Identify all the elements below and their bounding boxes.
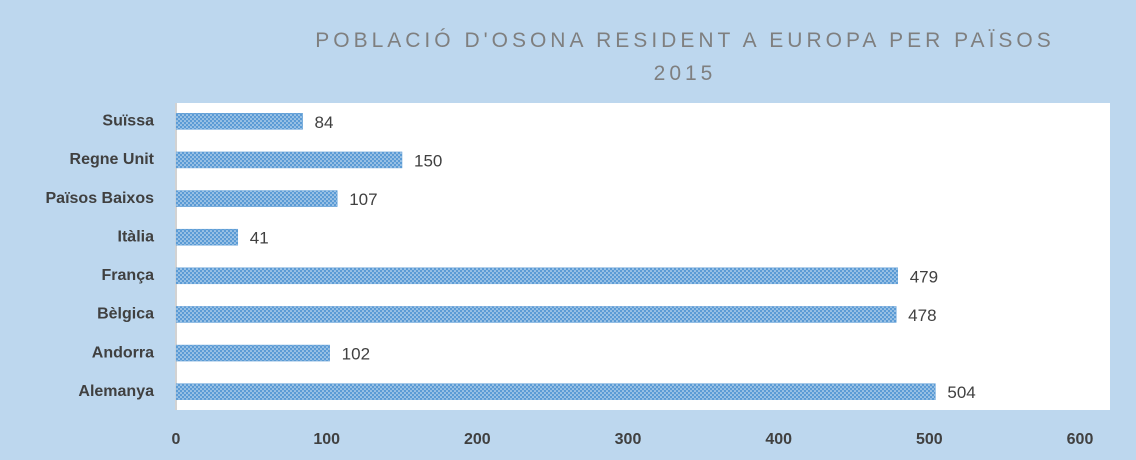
data-label: 41 xyxy=(250,229,269,248)
y-tick-label: Andorra xyxy=(92,344,154,361)
bar xyxy=(175,383,936,400)
bar xyxy=(175,113,303,130)
data-label: 504 xyxy=(947,383,975,402)
x-tick-label: 400 xyxy=(765,431,792,448)
data-label: 102 xyxy=(342,345,370,364)
y-tick-label: Bèlgica xyxy=(97,306,154,323)
x-tick-label: 200 xyxy=(464,431,491,448)
x-tick-label: 300 xyxy=(615,431,642,448)
data-label: 84 xyxy=(315,113,334,132)
bar xyxy=(175,151,403,169)
x-tick-label: 0 xyxy=(172,431,181,448)
y-tick-label: Regne Unit xyxy=(70,151,155,168)
bar xyxy=(175,190,338,207)
data-label: 478 xyxy=(908,306,936,325)
bar xyxy=(175,228,239,246)
data-label: 150 xyxy=(414,151,442,170)
x-tick-label: 600 xyxy=(1067,431,1094,448)
bar xyxy=(175,306,897,323)
x-tick-label: 500 xyxy=(916,431,943,448)
x-tick-label: 100 xyxy=(313,431,340,448)
y-tick-label: Itàlia xyxy=(118,228,155,245)
y-tick-label: Suïssa xyxy=(102,113,154,130)
y-tick-label: França xyxy=(102,267,155,284)
data-label: 107 xyxy=(349,190,377,209)
chart-title: POBLACIÓ D'OSONA RESIDENT A EUROPA PER P… xyxy=(315,29,1055,85)
y-tick-label: Alemanya xyxy=(78,383,154,400)
y-tick-label: Països Baixos xyxy=(46,190,155,207)
bar xyxy=(175,344,330,362)
data-label: 479 xyxy=(910,267,938,286)
bar xyxy=(175,267,898,285)
plot-area xyxy=(175,103,1110,410)
